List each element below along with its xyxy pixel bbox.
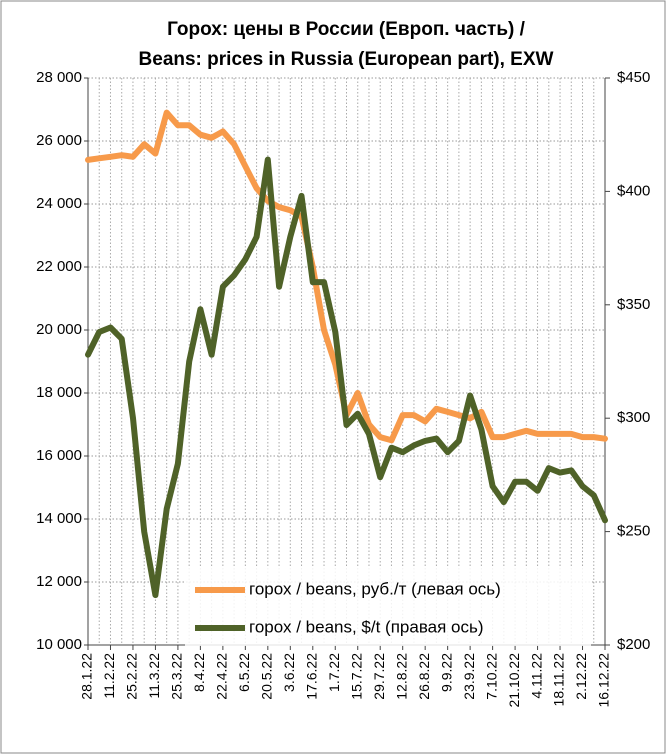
- x-tick-label: 8.4.22: [191, 653, 207, 692]
- title-box: [100, 12, 592, 74]
- x-tick-label: 17.6.22: [303, 653, 319, 700]
- legend-label: горох / beans, руб./т (левая ось): [249, 579, 501, 598]
- y-tick-label: 22 000: [36, 258, 82, 275]
- y2-tick-label: $300: [617, 409, 650, 426]
- y-tick-label: 28 000: [36, 69, 82, 86]
- marks: [85, 109, 608, 599]
- x-tick-label: 25.2.22: [124, 653, 140, 700]
- x-tick-label: 9.9.22: [438, 653, 454, 692]
- y-tick-label: 24 000: [36, 195, 82, 212]
- x-tick-label: 21.10.22: [506, 653, 522, 708]
- x-tick-label: 1.7.22: [326, 653, 342, 692]
- x-tick-label: 3.6.22: [281, 653, 297, 692]
- x-tick-label: 29.7.22: [371, 653, 387, 700]
- x-tick-label: 2.12.22: [573, 653, 589, 700]
- y-tick-label: 26 000: [36, 132, 82, 149]
- legend-label: горох / beans, $/t (правая ось): [249, 617, 484, 636]
- x-tick-label: 7.10.22: [483, 653, 499, 700]
- y-tick-label: 10 000: [36, 636, 82, 653]
- x-tick-label: 11.3.22: [146, 653, 162, 699]
- series-line: [85, 156, 608, 599]
- y-tick-label: 20 000: [36, 321, 82, 338]
- x-tick-label: 11.2.22: [101, 653, 117, 699]
- x-tick-label: 23.9.22: [461, 653, 477, 700]
- y2-tick-label: $200: [617, 636, 650, 653]
- grid: 10 000 12 000 14 000 16 000 18 000 20 000 22 0…: [36, 69, 650, 708]
- y2-tick-label: $250: [617, 523, 650, 540]
- y-tick-label: 12 000: [36, 573, 82, 590]
- x-tick-label: 12.8.22: [393, 653, 409, 700]
- y-tick-label: 14 000: [36, 510, 82, 527]
- legend: [185, 566, 591, 646]
- y2-tick-label: $400: [617, 182, 650, 199]
- chart-title: Горох: цены в России (Европ. часть) /: [167, 19, 526, 40]
- y2-tick-label: $350: [617, 296, 650, 313]
- y2-tick-label: $450: [617, 69, 650, 86]
- y-tick-label: 16 000: [36, 447, 82, 464]
- x-tick-label: 25.3.22: [169, 653, 185, 700]
- x-tick-label: 6.5.22: [236, 653, 252, 692]
- chart-subtitle: Beans: prices in Russia (European part),…: [139, 49, 554, 70]
- x-tick-label: 22.4.22: [214, 653, 230, 700]
- x-tick-label: 18.11.22: [551, 653, 567, 707]
- x-tick-label: 26.8.22: [416, 653, 432, 700]
- x-tick-label: 15.7.22: [348, 653, 364, 700]
- x-tick-label: 20.5.22: [259, 653, 275, 700]
- x-tick-label: 4.11.22: [528, 653, 544, 699]
- x-tick-label: 28.1.22: [79, 653, 95, 700]
- x-tick-label: 16.12.22: [596, 653, 612, 708]
- y-tick-label: 18 000: [36, 384, 82, 401]
